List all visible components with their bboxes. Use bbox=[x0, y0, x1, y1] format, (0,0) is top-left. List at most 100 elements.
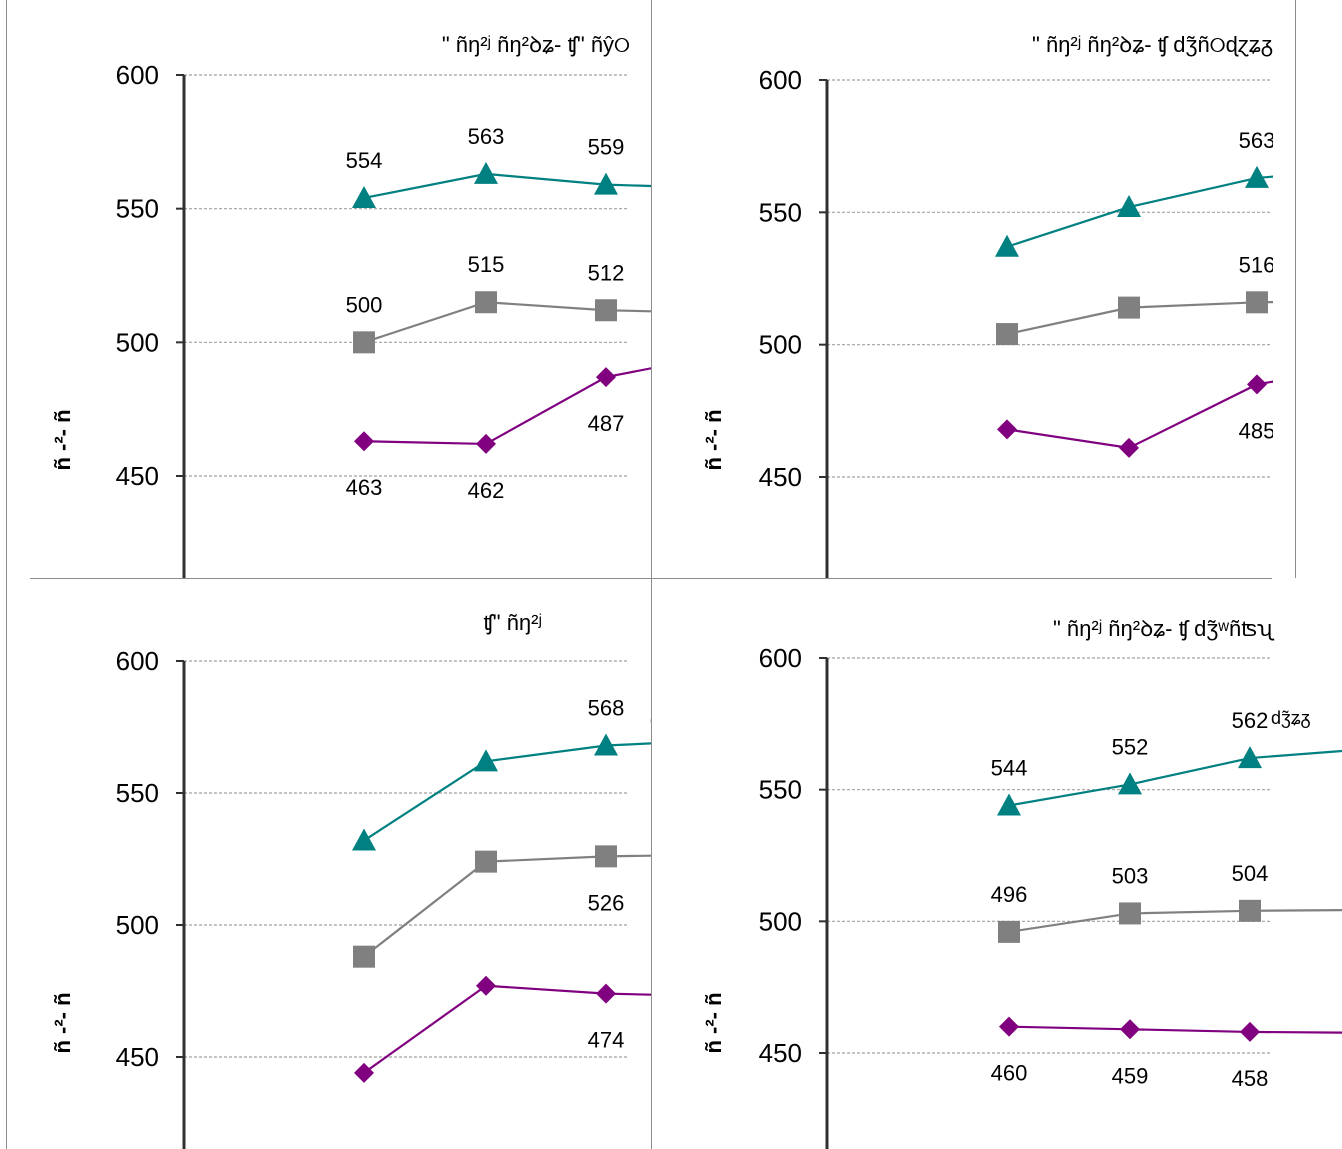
y-tick-label: 550 bbox=[116, 194, 159, 224]
y-tick-label: 450 bbox=[759, 462, 802, 492]
triangle-marker bbox=[594, 172, 618, 195]
chart-title: " ñŋ²ʲ ñŋ²ꝺʑ- ʧ dʒ̃ñ୦ɖɀʑᵹ bbox=[1032, 32, 1273, 57]
series-line bbox=[1006, 300, 1273, 336]
y-tick-label: 600 bbox=[116, 646, 159, 676]
side-label: dʒ̃ʑᵹ bbox=[1271, 708, 1311, 728]
triangle-marker bbox=[594, 733, 618, 756]
square-marker bbox=[475, 291, 497, 314]
square-marker bbox=[1118, 296, 1140, 319]
data-label: 485 bbox=[1239, 418, 1273, 443]
frame-middle bbox=[651, 0, 652, 1149]
y-tick-label: 500 bbox=[759, 906, 802, 936]
chart-panel-bottom-right: " ñŋ²ʲ ñŋ²ꝺʑ- ʧ dʒ̃ʷñʦʯ dʒ̃ʑᵹ 450 500 550 600… bbox=[651, 578, 1342, 1149]
diamond-marker bbox=[1247, 374, 1267, 395]
data-label: 458 bbox=[1232, 1066, 1269, 1091]
data-label: 503 bbox=[1112, 863, 1149, 888]
chart-panel-top-right: " ñŋ²ʲ ñŋ²ꝺʑ- ʧ dʒ̃ñ୦ɖɀʑᵹ 450 500 550 600 ñ -… bbox=[651, 0, 1273, 578]
triangle-marker bbox=[474, 749, 498, 772]
side-label: dʒ̃ bbox=[650, 710, 651, 730]
diamond-marker bbox=[999, 1016, 1019, 1037]
diamond-marker bbox=[1120, 1019, 1140, 1040]
square-marker bbox=[998, 920, 1020, 943]
series-line bbox=[363, 984, 651, 1074]
triangle-marker bbox=[352, 185, 376, 208]
series-line bbox=[1006, 380, 1273, 450]
triangle-marker bbox=[352, 828, 376, 851]
data-label: 512 bbox=[588, 260, 625, 285]
y-axis-label: ñ -²- ñ bbox=[50, 409, 75, 470]
data-label: 496 bbox=[991, 882, 1028, 907]
triangle-marker bbox=[1238, 746, 1262, 769]
data-label: 460 bbox=[991, 1061, 1028, 1086]
diamond-marker bbox=[1240, 1021, 1260, 1042]
chart-svg: " ñŋ²ʲ ñŋ²ꝺʑ- ʧ dʒ̃ñ୦ɖɀʑᵹ 450 500 550 600 ñ -… bbox=[701, 32, 1273, 578]
square-marker bbox=[475, 850, 497, 873]
series-line bbox=[1006, 175, 1273, 248]
chart-title: " ñŋ²ʲ ñŋ²ꝺʑ- ʧ" ñŷ୦ bbox=[442, 32, 630, 57]
data-label: 554 bbox=[346, 148, 383, 173]
y-tick-label: 600 bbox=[759, 65, 802, 95]
series-line bbox=[363, 367, 651, 446]
triangle-marker bbox=[997, 793, 1021, 816]
chart-panel-top-left: " ñŋ²ʲ ñŋ²ꝺʑ- ʧ" ñŷ୦ 450 500 550 600 ñ -²- ñ 5… bbox=[0, 0, 651, 578]
data-label: 516 bbox=[1239, 252, 1273, 277]
square-marker bbox=[595, 299, 617, 322]
frame-horizontal bbox=[30, 578, 1272, 579]
series-line bbox=[1008, 749, 1342, 807]
diamond-marker bbox=[596, 367, 616, 388]
diamond-marker bbox=[997, 419, 1017, 440]
square-marker bbox=[996, 323, 1018, 346]
data-label: 515 bbox=[468, 252, 505, 277]
series-line bbox=[1008, 908, 1342, 933]
chart-title: ʧ" ñŋ²ʲ bbox=[483, 610, 542, 635]
data-label: 459 bbox=[1112, 1063, 1149, 1088]
diamond-marker bbox=[1119, 437, 1139, 458]
square-marker bbox=[595, 845, 617, 868]
data-label: 487 bbox=[588, 411, 625, 436]
data-label: 562 bbox=[1232, 708, 1269, 733]
triangle-marker bbox=[1245, 165, 1269, 188]
chart-svg: ʧ" ñŋ²ʲ dʒ̃ 450 500 550 600 ñ -²- ñ 568 526 474 bbox=[50, 610, 651, 1149]
y-tick-label: 550 bbox=[759, 197, 802, 227]
y-tick-label: 550 bbox=[116, 778, 159, 808]
square-marker bbox=[1246, 291, 1268, 314]
data-label: 462 bbox=[468, 478, 505, 503]
data-label: 568 bbox=[588, 695, 625, 720]
series-line bbox=[363, 172, 651, 200]
square-marker bbox=[1239, 899, 1261, 922]
data-label: 504 bbox=[1232, 861, 1269, 886]
y-tick-label: 500 bbox=[759, 330, 802, 360]
diamond-marker bbox=[476, 975, 496, 996]
y-tick-label: 550 bbox=[759, 775, 802, 805]
data-label: 474 bbox=[588, 1028, 625, 1053]
y-tick-label: 600 bbox=[759, 643, 802, 673]
triangle-marker bbox=[995, 234, 1019, 257]
y-tick-label: 500 bbox=[116, 910, 159, 940]
y-axis-label: ñ -²- ñ bbox=[701, 409, 726, 470]
frame-left bbox=[6, 0, 7, 1149]
data-label: 563 bbox=[468, 124, 505, 149]
y-tick-label: 450 bbox=[116, 461, 159, 491]
y-tick-label: 500 bbox=[116, 327, 159, 357]
series-line bbox=[363, 301, 651, 344]
triangle-marker bbox=[1118, 772, 1142, 795]
chart-svg: " ñŋ²ʲ ñŋ²ꝺʑ- ʧ" ñŷ୦ 450 500 550 600 ñ -²- ñ 5… bbox=[50, 32, 651, 578]
diamond-marker bbox=[354, 431, 374, 452]
data-label: 544 bbox=[991, 755, 1028, 780]
y-tick-label: 450 bbox=[759, 1038, 802, 1068]
diamond-marker bbox=[354, 1062, 374, 1083]
y-axis-label: ñ -²- ñ bbox=[701, 992, 726, 1053]
chart-title: " ñŋ²ʲ ñŋ²ꝺʑ- ʧ dʒ̃ʷñʦʯ bbox=[1053, 616, 1275, 641]
square-marker bbox=[1119, 902, 1141, 925]
y-tick-label: 600 bbox=[116, 60, 159, 90]
square-marker bbox=[353, 331, 375, 354]
series-line bbox=[363, 742, 651, 842]
series-line bbox=[363, 854, 651, 958]
triangle-marker bbox=[474, 161, 498, 184]
chart-panel-bottom-left: ʧ" ñŋ²ʲ dʒ̃ 450 500 550 600 ñ -²- ñ 568 526 474 bbox=[0, 578, 651, 1149]
diamond-marker bbox=[476, 433, 496, 454]
frame-right bbox=[1295, 0, 1296, 578]
chart-svg: " ñŋ²ʲ ñŋ²ꝺʑ- ʧ dʒ̃ʷñʦʯ dʒ̃ʑᵹ 450 500 550 600… bbox=[701, 616, 1342, 1149]
diamond-marker bbox=[596, 983, 616, 1004]
